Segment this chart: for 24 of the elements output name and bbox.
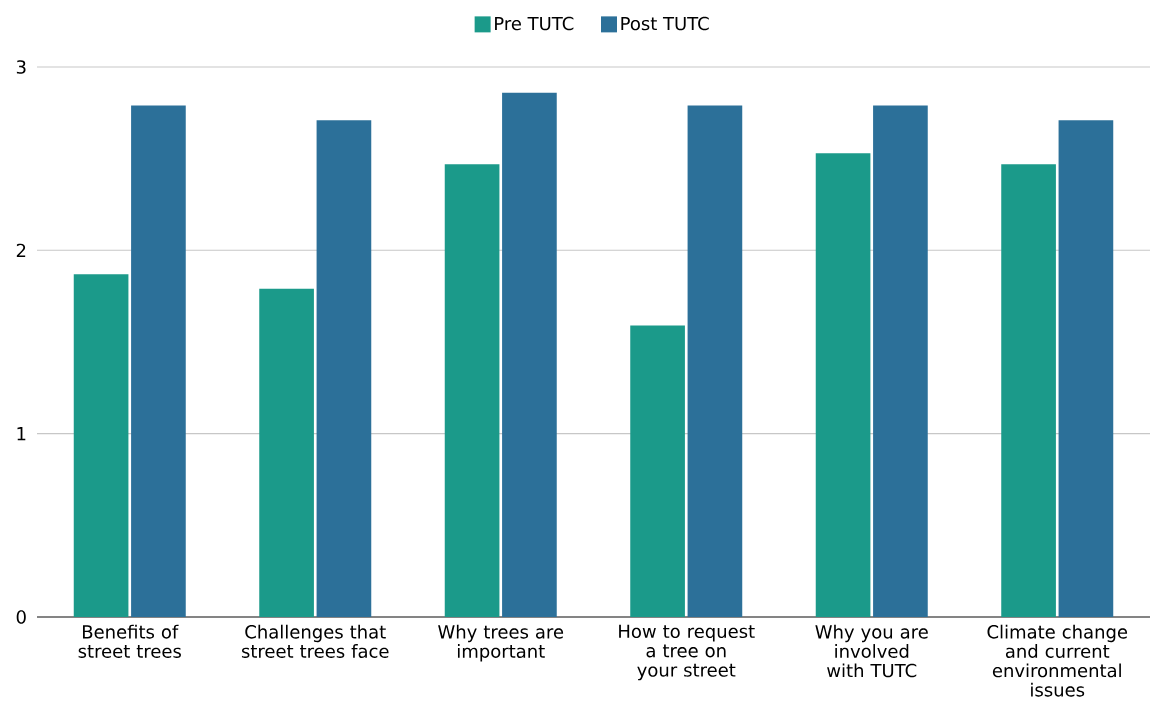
bar <box>316 120 372 617</box>
x-tick-label: Why you are involved with TUTC <box>815 624 928 678</box>
x-tick-label: Challenges that street trees face <box>241 624 389 658</box>
bar <box>873 105 928 617</box>
x-tick-label: Climate change and current environmental issues <box>987 624 1128 697</box>
bar <box>131 105 186 617</box>
bar <box>502 92 557 617</box>
bar <box>444 164 500 617</box>
legend-label: Post TUTC <box>621 16 709 31</box>
x-tick-label: How to request a tree on your street <box>619 624 755 681</box>
bar <box>815 153 871 617</box>
x-tick-label: Benefits of street trees <box>78 624 181 658</box>
x-tick-label: Why trees are important <box>438 624 564 662</box>
bar <box>1001 164 1056 617</box>
bar <box>73 274 129 617</box>
bar <box>687 105 743 617</box>
y-tick-label: 0 <box>16 610 26 624</box>
bar <box>630 325 685 617</box>
legend-label: Pre TUTC <box>495 16 574 31</box>
y-tick-label: 2 <box>16 243 26 257</box>
y-tick-label: 3 <box>16 60 26 74</box>
bar <box>1058 120 1114 617</box>
bar <box>259 288 314 617</box>
y-tick-label: 1 <box>17 427 26 441</box>
